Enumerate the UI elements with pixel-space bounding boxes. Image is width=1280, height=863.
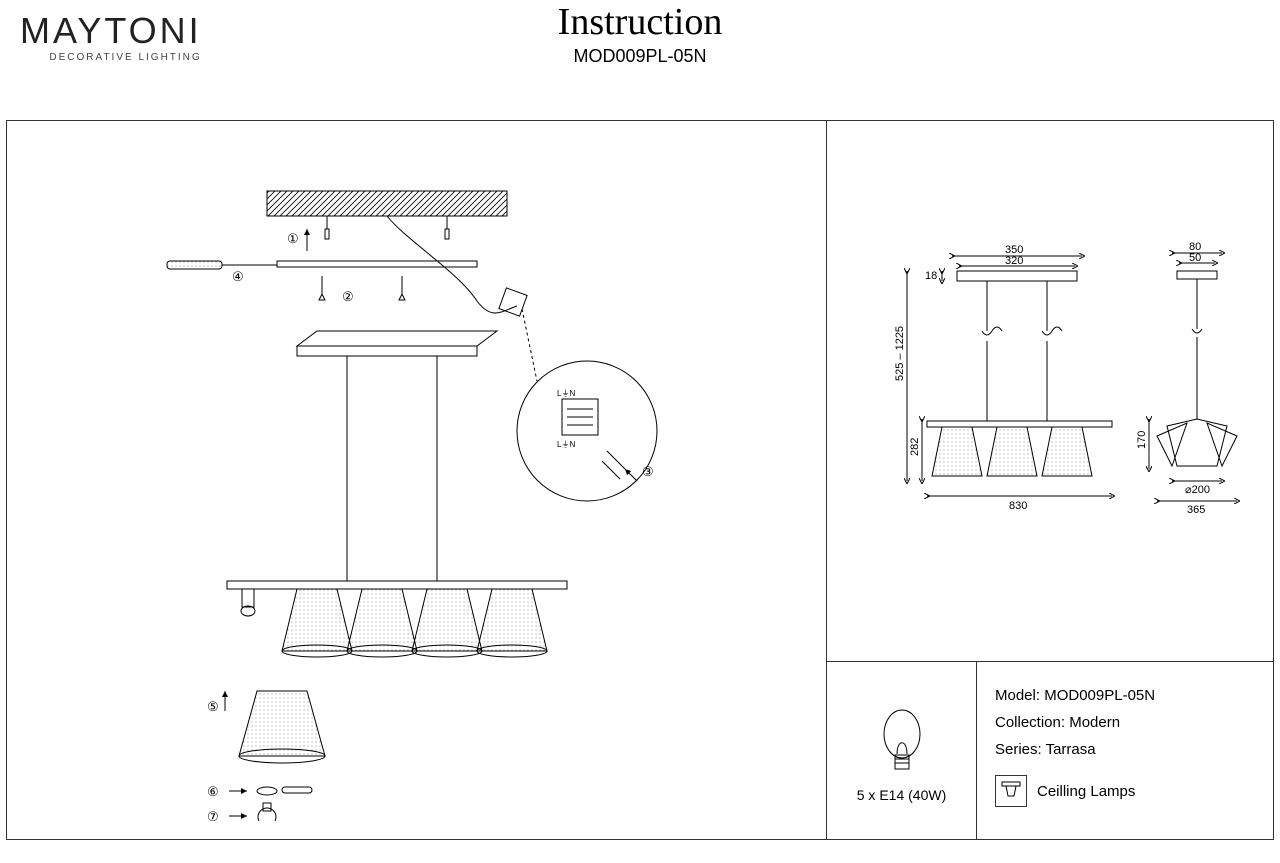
step-1: ① xyxy=(287,231,299,246)
step-5: ⑤ xyxy=(207,699,219,714)
dimension-panel: 350 320 18 xyxy=(827,121,1273,661)
info-cell: Model: MOD009PL-05N Collection: Modern S… xyxy=(977,662,1273,839)
step-3: ③ xyxy=(642,464,654,479)
info-series: Series: Tarrasa xyxy=(995,736,1255,763)
dim-side-width: 365 xyxy=(1187,504,1205,516)
dim-canopy-h: 18 xyxy=(925,270,937,282)
step-4: ④ xyxy=(232,269,244,284)
dim-width: 830 xyxy=(1009,500,1027,512)
title-block: Instruction MOD009PL-05N xyxy=(558,0,723,67)
brand-logo: MAYTONI DECORATIVE LIGHTING xyxy=(20,10,202,63)
dim-canopy-inner: 320 xyxy=(1005,255,1023,267)
dim-shade-h: 282 xyxy=(909,438,921,456)
dimension-diagram: 350 320 18 xyxy=(857,221,1257,621)
page-title: Instruction xyxy=(558,0,723,44)
step-2: ② xyxy=(342,289,354,304)
assembly-diagram: ① ④ ② L⏚N L⏚N ③ xyxy=(147,181,767,821)
ceiling-lamp-icon xyxy=(995,775,1027,807)
dim-side-top2: 50 xyxy=(1189,252,1201,264)
dim-height: 525 – 1225 xyxy=(894,326,906,381)
dim-side-shade-h: 170 xyxy=(1136,431,1148,449)
lamp-category: Ceilling Lamps xyxy=(995,775,1255,807)
brand-tagline: DECORATIVE LIGHTING xyxy=(20,52,202,63)
info-model: Model: MOD009PL-05N xyxy=(995,682,1255,709)
info-collection: Collection: Modern xyxy=(995,709,1255,736)
shade-row xyxy=(241,589,547,657)
bulb-cell: 5 x E14 (40W) xyxy=(827,662,977,839)
bulb-spec: 5 x E14 (40W) xyxy=(857,787,946,803)
step-6: ⑥ xyxy=(207,784,219,799)
svg-text:L⏚N: L⏚N xyxy=(557,440,575,449)
model-code: MOD009PL-05N xyxy=(558,46,723,67)
header: MAYTONI DECORATIVE LIGHTING Instruction … xyxy=(0,0,1280,120)
step-7: ⑦ xyxy=(207,809,219,821)
drawing-frame: ① ④ ② L⏚N L⏚N ③ xyxy=(6,120,1274,840)
dim-side-shade-w: ⌀200 xyxy=(1185,484,1210,496)
svg-text:L⏚N: L⏚N xyxy=(557,389,575,398)
assembly-panel: ① ④ ② L⏚N L⏚N ③ xyxy=(7,121,827,839)
brand-name: MAYTONI xyxy=(20,10,202,52)
bulb-icon xyxy=(877,699,927,779)
info-panel: 5 x E14 (40W) Model: MOD009PL-05N Collec… xyxy=(827,661,1273,839)
